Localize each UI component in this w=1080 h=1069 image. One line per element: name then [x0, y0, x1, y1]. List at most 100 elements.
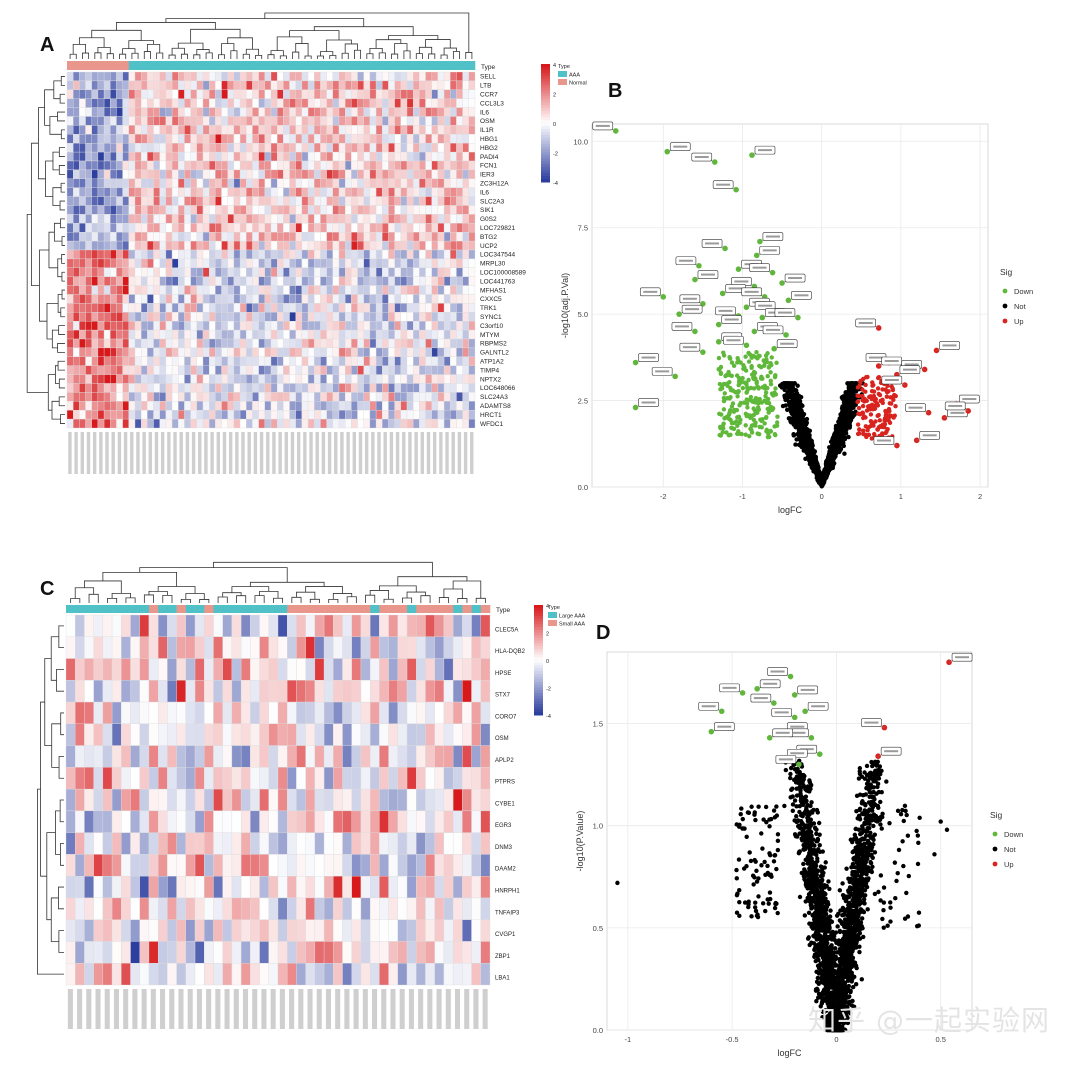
heatmap-cell [307, 267, 315, 277]
heatmap-cell [443, 294, 451, 304]
heatmap-cell [443, 223, 451, 233]
heatmap-cell [283, 223, 290, 233]
heatmap-cell [122, 107, 129, 117]
heatmap-cell [295, 125, 303, 135]
heatmap-cell [283, 196, 290, 206]
column-dendrogram-branch [320, 51, 334, 56]
column-dendrogram-branch [289, 30, 340, 41]
heatmap-cell [233, 205, 241, 215]
heatmap-cell [66, 338, 74, 349]
heatmap-cell [450, 392, 457, 402]
heatmap-cell [307, 338, 315, 349]
heatmap-cell [209, 116, 216, 126]
heatmap-row-label: MRPL30 [480, 261, 506, 268]
heatmap-cell [301, 98, 309, 108]
heatmap-cell [171, 116, 179, 126]
row-dendrogram-branch [38, 107, 46, 180]
heatmap-cell [468, 383, 476, 393]
heatmap-cell [375, 205, 383, 215]
heatmap-cell [128, 178, 136, 188]
heatmap-cell [326, 338, 333, 349]
heatmap-cell [425, 89, 432, 99]
heatmap-cell [227, 365, 235, 375]
heatmap-cell [91, 294, 99, 304]
heatmap-cell [326, 71, 333, 82]
heatmap-cell [153, 356, 160, 366]
heatmap-cell [128, 240, 136, 251]
heatmap-cell [351, 134, 358, 144]
heatmap-cell [382, 169, 389, 179]
heatmap-cell [345, 321, 352, 331]
heatmap-cell [134, 143, 142, 153]
sample-label [321, 432, 326, 474]
heatmap-cell [301, 240, 309, 251]
heatmap-cell [419, 125, 426, 135]
heatmap-cell [456, 347, 463, 357]
heatmap-cell [110, 240, 117, 251]
heatmap-cell [406, 98, 414, 108]
heatmap-cell [277, 312, 284, 322]
heatmap-cell [270, 392, 278, 402]
heatmap-cell [184, 312, 191, 322]
heatmap-cell [419, 80, 426, 90]
heatmap-cell [184, 151, 191, 162]
heatmap-cell [450, 205, 457, 215]
heatmap-cell [116, 98, 123, 108]
heatmap-cell [437, 151, 445, 162]
heatmap-cell [209, 338, 216, 349]
heatmap-cell [307, 356, 315, 366]
heatmap-cell [295, 205, 303, 215]
heatmap-cell [215, 116, 222, 126]
heatmap-cell [246, 285, 253, 295]
sample-label [383, 432, 387, 474]
group-annotation-cell [295, 61, 303, 70]
heatmap-cell [258, 80, 265, 90]
heatmap-cell [314, 98, 321, 108]
group-annotation-cell [314, 61, 321, 70]
heatmap-cell [406, 418, 414, 429]
colorbar-segment [541, 173, 550, 177]
group-annotation-cell [332, 61, 340, 70]
heatmap-cell [85, 98, 92, 108]
heatmap-cell [122, 143, 129, 153]
heatmap-cell [184, 303, 191, 313]
heatmap-row-label: PADI4 [480, 154, 499, 161]
heatmap-cell [413, 178, 420, 188]
heatmap-cell [468, 347, 476, 357]
heatmap-cell [314, 294, 321, 304]
heatmap-cell [388, 80, 395, 90]
heatmap-cell [270, 267, 278, 277]
heatmap-cell [277, 143, 284, 153]
heatmap-row-label: RBPMS2 [480, 341, 507, 348]
heatmap-cell [357, 160, 364, 171]
heatmap-cell [413, 249, 420, 260]
heatmap-cell [456, 232, 463, 242]
heatmap-cell [79, 98, 86, 108]
heatmap-cell [307, 214, 315, 224]
heatmap-cell [196, 276, 204, 286]
heatmap-cell [277, 249, 284, 260]
heatmap-cell [153, 258, 160, 268]
heatmap-cell [462, 151, 469, 162]
heatmap-cell [363, 125, 371, 135]
heatmap-cell [375, 240, 383, 251]
sample-label [346, 432, 350, 474]
heatmap-cell [97, 178, 105, 188]
heatmap-cell [122, 71, 129, 82]
heatmap-cell [165, 303, 173, 313]
heatmap-cell [283, 374, 290, 384]
heatmap-cell [153, 312, 160, 322]
sample-label [74, 432, 78, 474]
heatmap-cell [283, 401, 290, 411]
heatmap-cell [277, 151, 284, 162]
heatmap-cell [388, 303, 395, 313]
heatmap-cell [357, 116, 364, 126]
heatmap-cell [73, 160, 80, 171]
column-dendrogram-branch [391, 53, 399, 59]
heatmap-cell [431, 160, 439, 171]
heatmap-cell [202, 116, 210, 126]
heatmap-cell [264, 134, 272, 144]
heatmap-cell [209, 107, 216, 117]
heatmap-cell [122, 365, 129, 375]
heatmap-cell [215, 134, 222, 144]
